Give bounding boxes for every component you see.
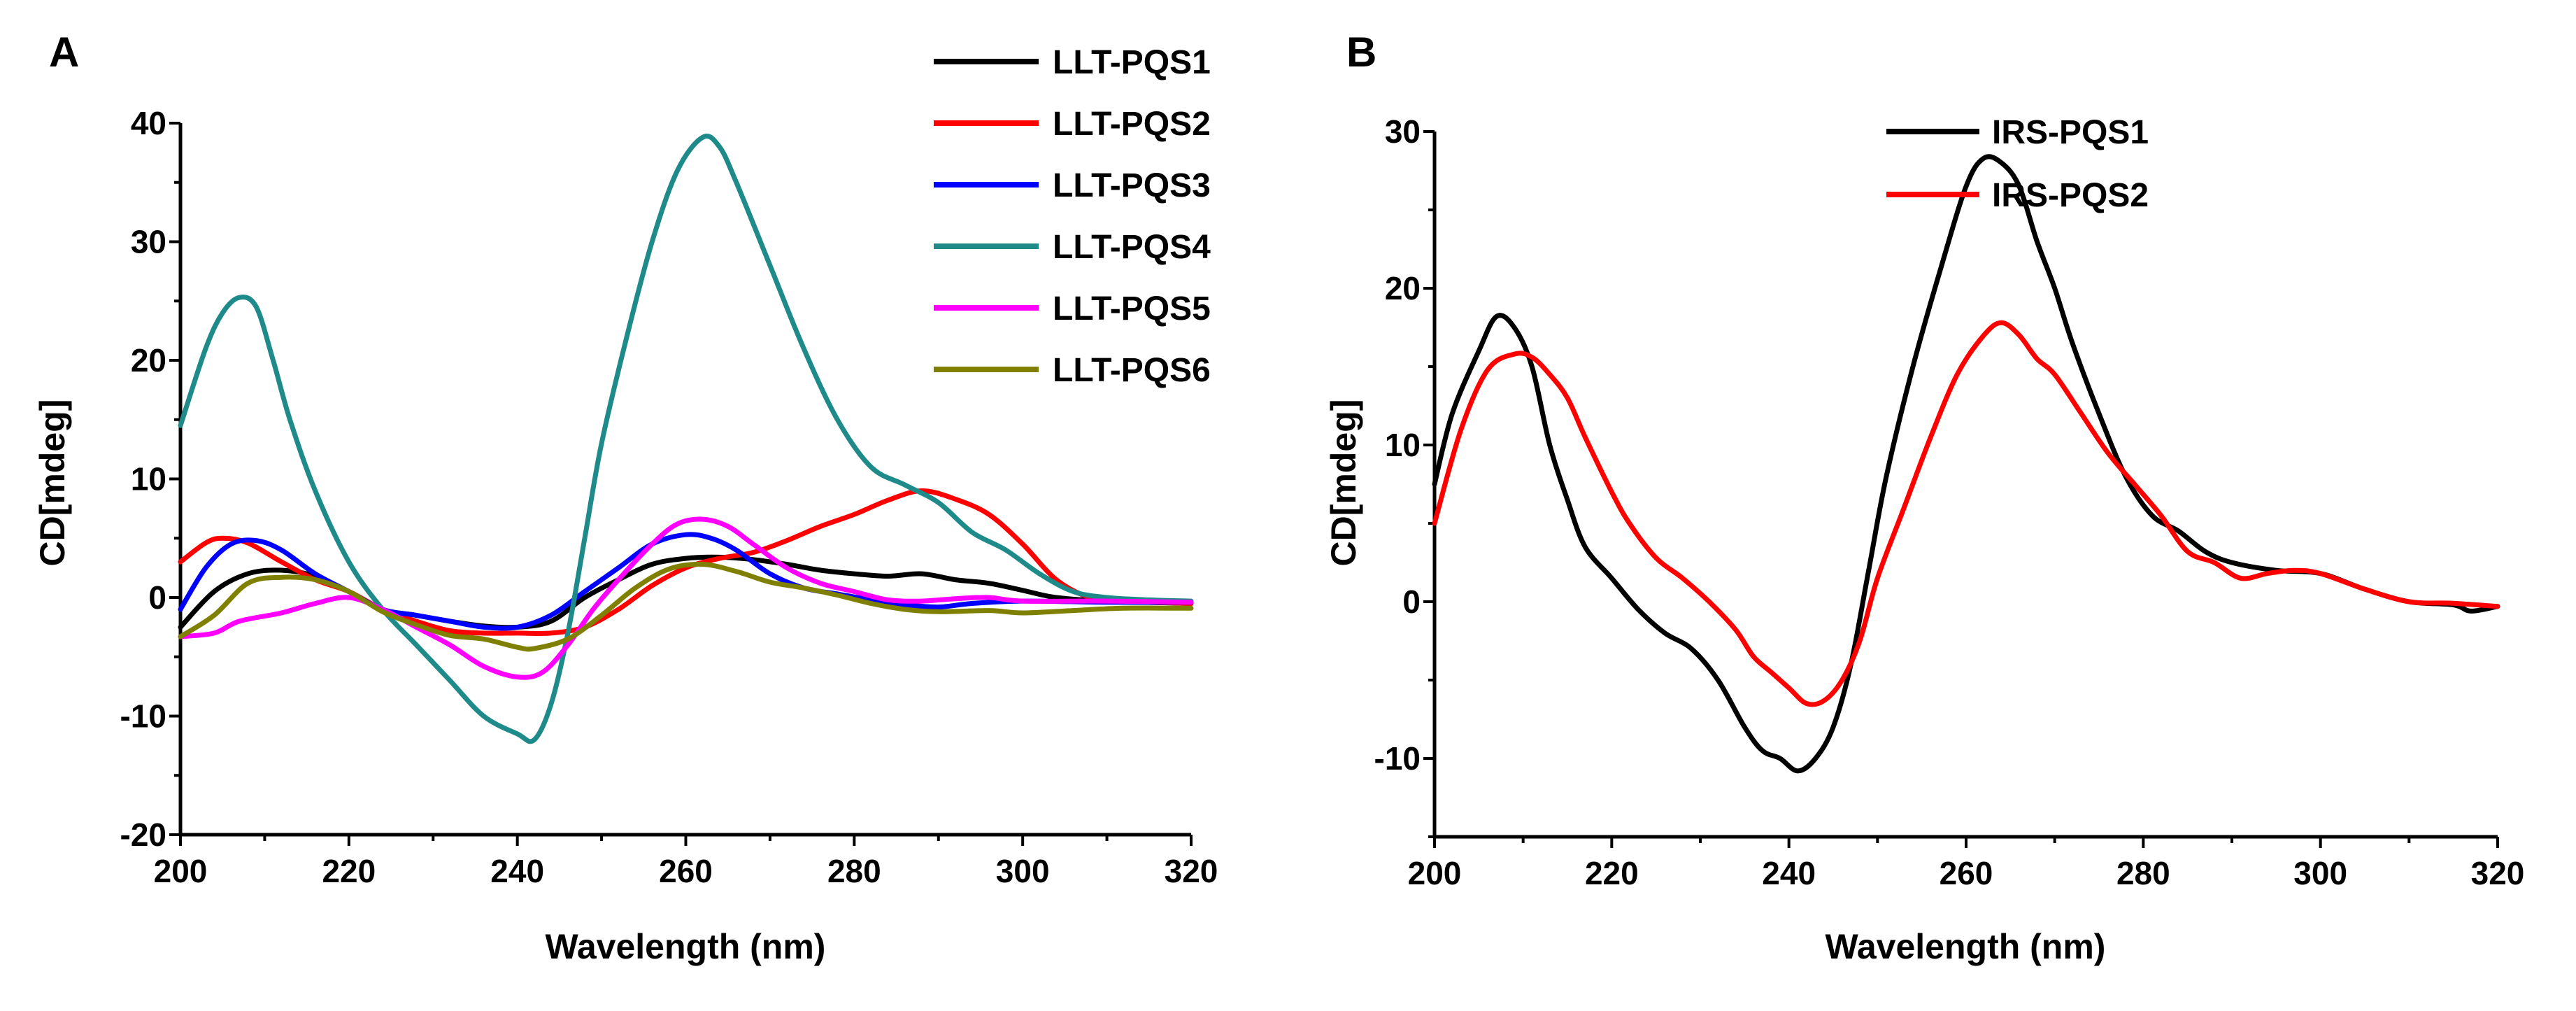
legend-label: LLT-PQS4 — [1053, 229, 1211, 266]
series-line-llt-pqs3 — [178, 532, 1194, 631]
legend-item: LLT-PQS6 — [934, 352, 1211, 389]
y-tick-label: 20 — [131, 342, 166, 379]
panel-a: A 200 220 240 260 280 300 320 -20 -10 0 10 20 30 40 Wav… — [33, 29, 1218, 966]
y-axis-title: CD[mdeg] — [33, 400, 72, 567]
panel-b: B 200 220 240 260 280 300 320 -10 0 10 20 30 Waveleng… — [1324, 29, 2524, 966]
y-tick-label: 10 — [1385, 427, 1421, 463]
series-line-llt-pqs6 — [178, 561, 1194, 652]
x-tick-label: 220 — [322, 853, 376, 889]
y-tick-label: 20 — [1385, 270, 1421, 306]
x-tick-label: 260 — [659, 853, 713, 889]
x-tick-label: 260 — [1940, 855, 1993, 891]
legend-label: IRS-PQS1 — [1992, 114, 2149, 151]
x-tick-label: 220 — [1585, 855, 1639, 891]
y-axis-title: CD[mdeg] — [1324, 400, 1363, 567]
x-tick-label: 200 — [1408, 855, 1462, 891]
x-tick-label: 320 — [1165, 853, 1218, 889]
y-tick-label: 0 — [148, 579, 166, 616]
legend-label: LLT-PQS1 — [1053, 44, 1211, 81]
legend-label: LLT-PQS5 — [1053, 290, 1211, 327]
series-line-llt-pqs4 — [178, 134, 1194, 744]
panel-label: B — [1346, 29, 1376, 76]
legend-label: LLT-PQS2 — [1053, 106, 1211, 143]
series-line-irs-pqs1 — [1432, 154, 2500, 774]
panel-label: A — [49, 29, 79, 76]
x-tick-label: 280 — [2116, 855, 2170, 891]
legend-item: IRS-PQS2 — [1886, 177, 2149, 214]
y-tick-label: -10 — [1374, 740, 1421, 777]
legend-item: LLT-PQS2 — [934, 106, 1211, 143]
legend-item: LLT-PQS5 — [934, 290, 1211, 327]
x-tick-label: 240 — [490, 853, 544, 889]
legend-item: LLT-PQS4 — [934, 229, 1211, 266]
series-line-llt-pqs5 — [178, 516, 1194, 680]
legend-item: LLT-PQS1 — [934, 44, 1211, 81]
x-tick-label: 280 — [827, 853, 881, 889]
x-tick-label: 200 — [154, 853, 208, 889]
x-axis-title: Wavelength (nm) — [1826, 927, 2106, 966]
x-axis-title: Wavelength (nm) — [546, 927, 826, 966]
legend-item: IRS-PQS1 — [1886, 114, 2149, 151]
y-tick-label: -10 — [120, 698, 166, 735]
y-tick-label: -20 — [120, 816, 166, 853]
y-tick-label: 40 — [131, 105, 166, 141]
y-tick-label: 30 — [131, 224, 166, 260]
y-tick-label: 30 — [1385, 113, 1421, 150]
legend-label: LLT-PQS3 — [1053, 167, 1211, 204]
series-line-irs-pqs2 — [1432, 320, 2500, 707]
x-tick-label: 240 — [1762, 855, 1816, 891]
legend-label: LLT-PQS6 — [1053, 352, 1211, 389]
y-tick-label: 10 — [131, 461, 166, 497]
y-tick-label: 0 — [1402, 584, 1421, 620]
legend-item: LLT-PQS3 — [934, 167, 1211, 204]
x-tick-label: 300 — [2293, 855, 2347, 891]
x-tick-label: 320 — [2471, 855, 2525, 891]
legend: IRS-PQS1 IRS-PQS2 — [1886, 114, 2149, 214]
legend-label: IRS-PQS2 — [1992, 177, 2149, 214]
legend: LLT-PQS1 LLT-PQS2 LLT-PQS3 LLT-PQS4 LLT-PQS5… — [934, 44, 1211, 389]
x-tick-label: 300 — [996, 853, 1050, 889]
